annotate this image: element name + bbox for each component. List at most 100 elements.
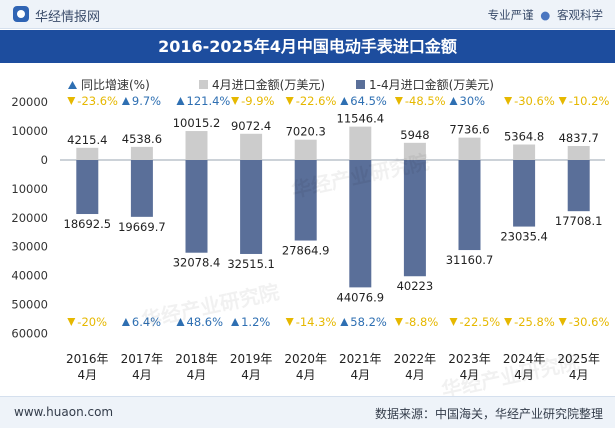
growth-month-down-icon: [558, 97, 567, 105]
data-label-month: 4215.4: [67, 133, 107, 147]
growth-cumulative-down-icon: [449, 318, 458, 326]
growth-cumulative-label: 58.2%: [350, 315, 387, 329]
x-tick-label: 4月: [241, 368, 261, 382]
data-label-cumulative: 40223: [397, 279, 434, 293]
growth-month-down-icon: [231, 97, 240, 105]
bar-month: [240, 133, 263, 160]
legend-label: 4月进口金额(万美元): [212, 77, 325, 92]
data-label-month: 10015.2: [173, 116, 221, 130]
x-tick-label: 4月: [187, 368, 207, 382]
bar-month: [130, 146, 153, 160]
slogan-dot: ●: [540, 8, 551, 22]
bar-cumulative: [349, 160, 372, 288]
x-tick-label: 2025年: [557, 352, 600, 366]
logo-icon: [13, 6, 29, 22]
y-tick-label: 10000: [11, 124, 48, 138]
bar-month: [349, 126, 372, 160]
data-label-cumulative: 23035.4: [500, 230, 548, 244]
growth-cumulative-label: -20%: [77, 315, 107, 329]
y-tick-label: 20000: [11, 95, 48, 109]
bar-month: [513, 144, 536, 160]
growth-month-label: 121.4%: [187, 94, 231, 108]
x-tick-label: 2023年: [448, 352, 491, 366]
y-tick-label: 20000: [11, 211, 48, 225]
top-bar: 华经情报网 专业严谨 ● 客观科学: [0, 0, 615, 29]
data-label-month: 5364.8: [504, 129, 544, 143]
data-label-cumulative: 44076.9: [337, 290, 385, 304]
x-tick-label: 2016年: [66, 352, 109, 366]
bar-cumulative: [458, 160, 481, 251]
data-label-cumulative: 17708.1: [555, 214, 603, 228]
legend-triangle-icon: [68, 81, 77, 89]
bar-cumulative: [240, 160, 263, 254]
x-tick-label: 4月: [514, 368, 534, 382]
bar-cumulative: [294, 160, 317, 241]
y-tick-label: 40000: [11, 269, 48, 283]
x-tick-label: 2020年: [284, 352, 327, 366]
growth-month-up-icon: [340, 97, 349, 105]
growth-month-down-icon: [285, 97, 294, 105]
data-label-month: 7020.3: [286, 125, 326, 139]
bar-cumulative: [513, 160, 536, 227]
bar-cumulative: [76, 160, 99, 215]
legend-label: 同比增速(%): [81, 78, 150, 92]
growth-cumulative-label: -14.3%: [296, 315, 337, 329]
x-tick-label: 4月: [132, 368, 152, 382]
growth-cumulative-label: 48.6%: [187, 315, 224, 329]
bar-cumulative: [185, 160, 208, 253]
y-tick-label: 30000: [11, 240, 48, 254]
y-tick-label: 50000: [11, 298, 48, 312]
growth-cumulative-down-icon: [394, 318, 403, 326]
x-tick-label: 4月: [460, 368, 480, 382]
brand-name: 华经情报网: [35, 10, 101, 25]
growth-cumulative-down-icon: [67, 318, 76, 326]
x-tick-label: 2017年: [121, 352, 164, 366]
x-tick-label: 2018年: [175, 352, 218, 366]
bar-cumulative: [130, 160, 153, 217]
growth-cumulative-up-icon: [121, 318, 130, 326]
growth-month-label: 9.7%: [132, 94, 161, 108]
bar-cumulative: [567, 160, 590, 212]
growth-cumulative-up-icon: [340, 318, 349, 326]
growth-month-up-icon: [176, 97, 185, 105]
data-label-month: 5948: [400, 128, 429, 142]
slogan: 专业严谨 ● 客观科学: [488, 7, 603, 23]
data-label-cumulative: 32078.4: [173, 256, 221, 270]
growth-cumulative-label: -30.6%: [569, 315, 610, 329]
y-tick-label: 0: [41, 153, 48, 167]
growth-month-label: 30%: [460, 94, 486, 108]
bar-month: [185, 131, 208, 160]
growth-month-label: -30.6%: [514, 94, 555, 108]
x-tick-label: 2021年: [339, 352, 382, 366]
growth-month-label: -23.6%: [77, 94, 118, 108]
growth-month-down-icon: [67, 97, 76, 105]
slogan-left: 专业严谨: [487, 8, 534, 22]
growth-cumulative-up-icon: [231, 318, 240, 326]
site-url: www.huaon.com: [14, 405, 114, 419]
bar-month: [458, 137, 481, 160]
bar-month: [76, 147, 99, 160]
y-tick-label: 60000: [11, 326, 48, 340]
data-label-month: 9072.4: [231, 119, 271, 133]
growth-cumulative-down-icon: [285, 318, 294, 326]
x-tick-label: 2019年: [230, 352, 273, 366]
x-tick-label: 2022年: [394, 352, 437, 366]
bar-cumulative: [403, 160, 426, 277]
x-tick-label: 4月: [350, 368, 370, 382]
growth-month-label: -10.2%: [569, 94, 610, 108]
data-label-month: 4538.6: [122, 132, 162, 146]
growth-month-label: 64.5%: [350, 94, 387, 108]
data-label-month: 11546.4: [337, 112, 385, 126]
data-label-month: 4837.7: [559, 131, 599, 145]
growth-month-label: -9.9%: [241, 94, 274, 108]
data-label-cumulative: 31160.7: [446, 253, 494, 267]
growth-month-label: -48.5%: [405, 94, 446, 108]
growth-cumulative-down-icon: [504, 318, 513, 326]
x-tick-label: 4月: [77, 368, 97, 382]
bar-month: [567, 146, 590, 160]
chart-title: 2016-2025年4月中国电动手表进口金额: [0, 30, 615, 63]
data-label-cumulative: 32515.1: [227, 257, 275, 271]
growth-month-down-icon: [394, 97, 403, 105]
data-source: 数据来源：中国海关，华经产业研究院整理: [374, 407, 603, 421]
legend-label: 1-4月进口金额(万美元): [369, 77, 494, 92]
